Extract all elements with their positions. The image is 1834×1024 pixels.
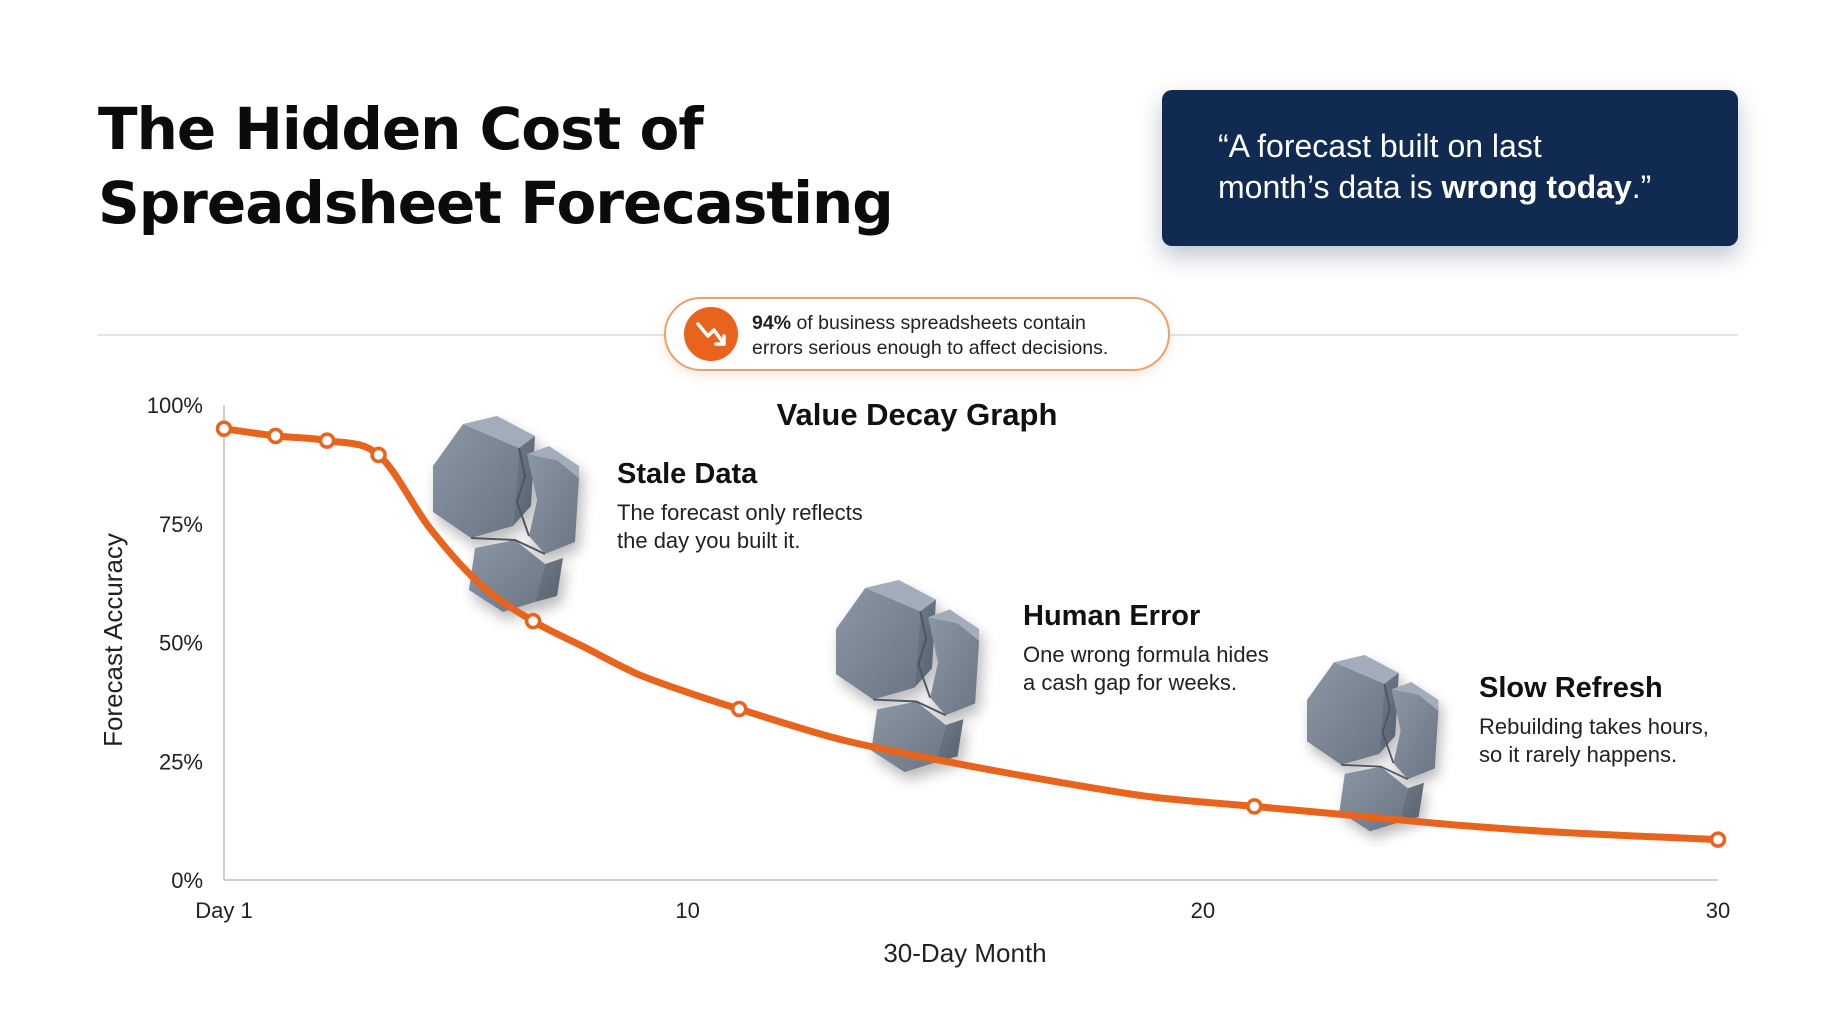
- page-title: The Hidden Cost of Spreadsheet Forecasti…: [98, 92, 894, 240]
- callout-slow-refresh-line-1: Rebuilding takes hours,: [1479, 714, 1709, 739]
- callout-stale-data: Stale Data The forecast only reflects th…: [617, 456, 863, 555]
- y-tick-label: 25%: [159, 749, 203, 774]
- data-point: [1709, 831, 1727, 848]
- y-axis-label: Forecast Accuracy: [98, 533, 128, 747]
- callout-slow-refresh-title: Slow Refresh: [1479, 672, 1663, 704]
- x-axis-label: 30-Day Month: [883, 938, 1046, 968]
- callout-slow-refresh-line-2: so it rarely happens.: [1479, 742, 1678, 767]
- y-tick-label: 100%: [147, 393, 203, 418]
- y-axis-ticks: 0% 25% 50% 75% 100%: [147, 393, 203, 893]
- callout-stale-data-title: Stale Data: [617, 458, 758, 490]
- decay-series-markers: [215, 420, 1727, 848]
- quote-line-2-prefix: month’s data is: [1218, 169, 1442, 205]
- callout-human-error-title: Human Error: [1023, 600, 1201, 632]
- data-point: [730, 700, 748, 718]
- decay-series-line: [220, 425, 1722, 844]
- stat-badge: 94% of business spreadsheets contain err…: [664, 297, 1170, 371]
- quote-emphasis: wrong today: [1441, 169, 1632, 205]
- data-point: [318, 432, 336, 449]
- trend-down-icon: [684, 307, 738, 361]
- data-point: [524, 612, 542, 630]
- quote-line-2-suffix: .”: [1631, 169, 1652, 205]
- title-line-1: The Hidden Cost of: [98, 95, 704, 163]
- callout-stale-data-line-2: the day you built it.: [617, 528, 801, 553]
- title-line-2: Spreadsheet Forecasting: [98, 169, 894, 237]
- callout-human-error: Human Error One wrong formula hides a ca…: [1023, 598, 1269, 697]
- x-tick-label: 20: [1191, 898, 1215, 923]
- x-tick-label: 30: [1706, 898, 1730, 923]
- quote-line-2: month’s data is wrong today.”: [1218, 167, 1718, 208]
- quote-line-1: “A forecast built on last: [1218, 128, 1542, 164]
- data-point: [267, 427, 284, 445]
- y-tick-label: 0%: [171, 868, 203, 893]
- cracked-block-icon: [1306, 654, 1440, 833]
- chart-title: Value Decay Graph: [777, 397, 1058, 432]
- x-tick-label: Day 1: [195, 898, 252, 923]
- callout-slow-refresh: Slow Refresh Rebuilding takes hours, so …: [1479, 670, 1709, 769]
- stat-line-2: errors serious enough to affect decision…: [752, 337, 1109, 359]
- callout-human-error-line-1: One wrong formula hides: [1023, 642, 1269, 667]
- stat-percent: 94%: [752, 312, 792, 334]
- x-axis-ticks: Day 1 10 20 30: [195, 898, 1730, 923]
- cracked-blocks: [432, 415, 1440, 833]
- cracked-block-icon: [432, 415, 580, 613]
- stat-text: 94% of business spreadsheets contain err…: [752, 311, 1108, 361]
- callout-human-error-line-2: a cash gap for weeks.: [1023, 670, 1238, 695]
- y-tick-label: 50%: [159, 631, 203, 656]
- data-point: [1246, 798, 1263, 815]
- x-tick-label: 10: [675, 898, 699, 923]
- callout-stale-data-line-1: The forecast only reflects: [617, 500, 863, 525]
- data-point: [370, 446, 387, 464]
- stat-line-1: of business spreadsheets contain: [791, 312, 1086, 334]
- data-point: [215, 420, 233, 437]
- y-tick-label: 75%: [159, 512, 203, 537]
- quote-card: “A forecast built on last month’s data i…: [1162, 90, 1738, 246]
